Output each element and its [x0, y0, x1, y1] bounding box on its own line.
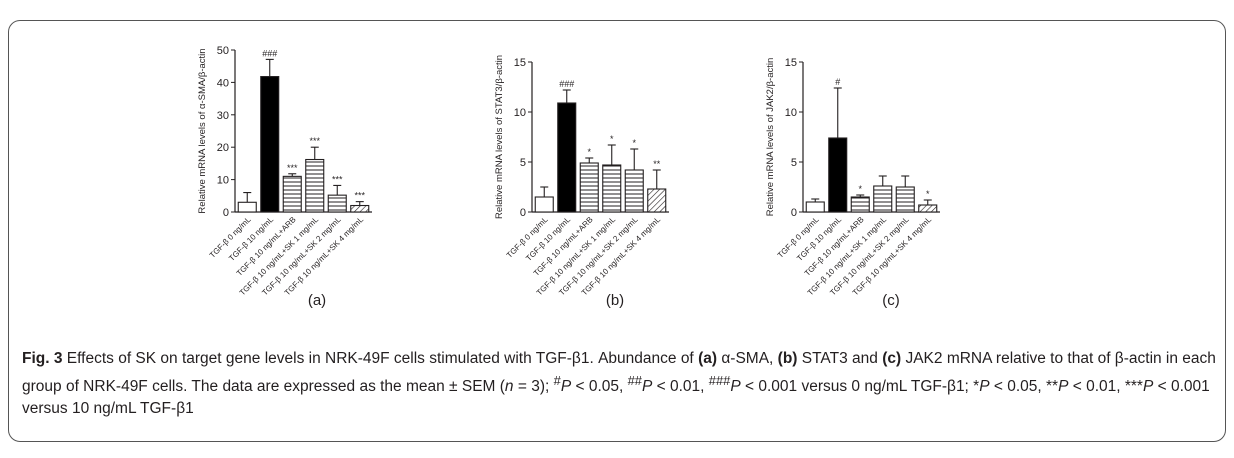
caption-text: < 0.05, [575, 378, 624, 396]
y-tick-label: 15 [514, 57, 526, 69]
y-axis-title: Relative mRNA levels of STAT3/β-actin [494, 55, 505, 219]
bar [873, 185, 893, 213]
caption-sup: ### [708, 373, 731, 388]
caption-panel-a: (a) [698, 350, 718, 367]
caption-text: = 3); [517, 378, 550, 396]
y-tick-label: 40 [217, 77, 229, 89]
bar [828, 137, 848, 213]
bar [557, 102, 577, 213]
bar [237, 201, 257, 213]
significance-label: * [587, 147, 591, 157]
bar [260, 76, 280, 213]
significance-label: ### [559, 79, 574, 89]
caption-text: < 0.001 versus 0 ng/mL TGF-β1; * [745, 378, 980, 396]
significance-label: * [858, 184, 862, 194]
y-tick-label: 5 [520, 157, 526, 169]
panel-label: (a) [308, 292, 326, 309]
caption-title: Effects of SK on target gene levels in N… [66, 350, 594, 367]
caption-panel-b: (b) [777, 350, 798, 367]
panel-label: (b) [606, 292, 624, 309]
bar [327, 194, 347, 213]
y-tick-label: 10 [514, 107, 526, 119]
y-tick-label: 0 [791, 207, 797, 219]
y-tick-label: 50 [217, 45, 229, 57]
bar [350, 204, 370, 213]
y-tick-label: 5 [791, 157, 797, 169]
significance-label: * [926, 189, 930, 199]
significance-label: * [632, 138, 636, 148]
caption-text: < 0.01, [656, 378, 705, 396]
caption-text: < 0.01, *** [1072, 378, 1143, 396]
caption-text: < 0.05, ** [993, 378, 1059, 396]
caption-text: Abundance of [598, 350, 694, 367]
bar [895, 186, 915, 213]
significance-label: ** [653, 159, 661, 169]
figure-caption: Fig. 3 Effects of SK on target gene leve… [22, 348, 1217, 420]
figure-frame [8, 20, 1226, 442]
caption-n: n [504, 378, 514, 396]
panel-label: (c) [882, 292, 900, 309]
y-tick-label: 20 [217, 142, 229, 154]
bar [305, 158, 325, 213]
caption-p: P [560, 378, 572, 396]
caption-fig-label: Fig. 3 [22, 350, 63, 367]
y-tick-label: 15 [785, 57, 797, 69]
significance-label: *** [309, 136, 320, 146]
y-tick-label: 10 [217, 175, 229, 187]
significance-label: *** [332, 174, 343, 184]
bar [918, 204, 938, 213]
significance-label: ### [262, 48, 277, 58]
y-axis-title: Relative mRNA levels of α-SMA/β-actin [197, 48, 208, 213]
bar [534, 196, 554, 213]
significance-label: *** [354, 191, 365, 201]
significance-label: *** [287, 163, 298, 173]
caption-panel-c: (c) [882, 350, 902, 367]
caption-sup: # [553, 373, 561, 388]
caption-p: P [641, 378, 653, 396]
caption-p: P [1058, 378, 1069, 396]
caption-sup: ## [627, 373, 642, 388]
bar [805, 201, 825, 213]
caption-p: P [730, 378, 741, 396]
caption-text: JAK2 mRNA relative to that of β-actin in… [22, 350, 1216, 396]
bar [602, 164, 622, 213]
significance-label: * [610, 134, 614, 144]
caption-p: P [979, 378, 990, 396]
bar [850, 196, 870, 213]
caption-text: < 0.001 versus 10 ng/mL TGF-β1 [22, 378, 1210, 418]
bar [579, 162, 599, 213]
caption-text: α-SMA, [721, 350, 774, 367]
caption-p: P [1142, 378, 1154, 396]
bar [624, 169, 644, 213]
bar [282, 175, 302, 213]
y-tick-label: 0 [223, 207, 229, 219]
caption-text: STAT3 and [801, 350, 878, 367]
y-tick-label: 30 [217, 110, 229, 122]
y-axis-title: Relative mRNA levels of JAK2/β-actin [765, 58, 776, 217]
y-tick-label: 10 [785, 107, 797, 119]
bar [647, 188, 667, 213]
significance-label: # [835, 77, 840, 87]
y-tick-label: 0 [520, 207, 526, 219]
